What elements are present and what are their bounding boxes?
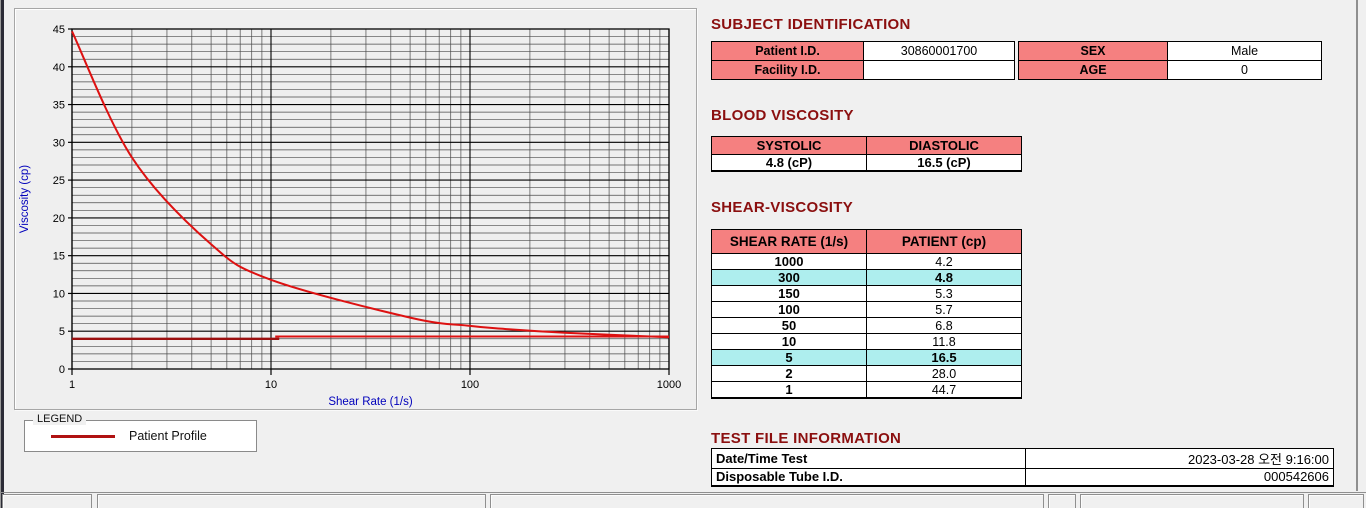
patient-id-label: Patient I.D. xyxy=(711,41,864,61)
shear-rate-cell: 300 xyxy=(711,269,867,286)
legend-line-sample xyxy=(51,435,115,438)
shear-rate-header: SHEAR RATE (1/s) xyxy=(711,229,867,254)
datetime-test-label: Date/Time Test xyxy=(711,448,1026,469)
legend-caption: LEGEND xyxy=(33,413,87,425)
svg-text:Shear Rate (1/s): Shear Rate (1/s) xyxy=(328,396,413,408)
subject-identification-tables: Patient I.D. 30860001700 Facility I.D. S… xyxy=(711,41,1322,80)
svg-text:10: 10 xyxy=(265,379,277,391)
test-file-information-title: TEST FILE INFORMATION xyxy=(711,430,902,447)
shear-viscosity-title: SHEAR-VISCOSITY xyxy=(711,199,854,216)
blood-viscosity-table: SYSTOLIC DIASTOLIC 4.8 (cP) 16.5 (cP) xyxy=(711,136,1022,172)
svg-text:45: 45 xyxy=(53,24,65,36)
svg-text:5: 5 xyxy=(59,326,65,338)
svg-text:0: 0 xyxy=(59,364,65,376)
svg-text:40: 40 xyxy=(53,62,65,74)
shear-row: 5 16.5 xyxy=(711,349,1022,366)
test-file-information-table: Date/Time Test 2023-03-28 오전 9:16:00 Dis… xyxy=(711,448,1334,487)
shear-rate-cell: 150 xyxy=(711,285,867,302)
status-pane xyxy=(490,494,1044,508)
patient-cp-header: PATIENT (cp) xyxy=(866,229,1022,254)
diastolic-header: DIASTOLIC xyxy=(866,136,1022,155)
patient-value-cell: 44.7 xyxy=(866,381,1022,399)
table-row: Facility I.D. xyxy=(711,60,1015,80)
window-left-edge xyxy=(0,0,1,508)
table-row: Date/Time Test 2023-03-28 오전 9:16:00 xyxy=(711,448,1334,469)
disposable-tube-id-label: Disposable Tube I.D. xyxy=(711,468,1026,486)
patient-value-cell: 4.8 xyxy=(866,269,1022,286)
systolic-value: 4.8 (cP) xyxy=(711,154,867,172)
table-header-row: SYSTOLIC DIASTOLIC xyxy=(711,136,1022,155)
facility-id-value xyxy=(863,60,1015,80)
shear-row: 50 6.8 xyxy=(711,317,1022,334)
shear-viscosity-table: SHEAR RATE (1/s) PATIENT (cp) 1000 4.2 30… xyxy=(711,229,1022,399)
shear-rate-cell: 1000 xyxy=(711,253,867,270)
status-pane xyxy=(97,494,486,508)
datetime-test-value: 2023-03-28 오전 9:16:00 xyxy=(1025,448,1334,469)
shear-rate-cell: 50 xyxy=(711,317,867,334)
shear-rate-cell: 100 xyxy=(711,301,867,318)
status-pane xyxy=(1308,494,1364,508)
table-row: 4.8 (cP) 16.5 (cP) xyxy=(711,154,1022,172)
patient-value-cell: 11.8 xyxy=(866,333,1022,350)
patient-value-cell: 16.5 xyxy=(866,349,1022,366)
shear-row: 300 4.8 xyxy=(711,269,1022,286)
table-row: Patient I.D. 30860001700 xyxy=(711,41,1015,61)
legend-item-label: Patient Profile xyxy=(129,429,207,443)
table-row: SEX Male xyxy=(1018,41,1322,61)
svg-text:35: 35 xyxy=(53,100,65,112)
svg-text:15: 15 xyxy=(53,251,65,263)
sex-value: Male xyxy=(1167,41,1322,61)
svg-text:30: 30 xyxy=(53,137,65,149)
shear-rate-cell: 2 xyxy=(711,365,867,382)
shear-row: 1000 4.2 xyxy=(711,253,1022,270)
shear-row: 1 44.7 xyxy=(711,381,1022,399)
patient-id-value: 30860001700 xyxy=(863,41,1015,61)
age-value: 0 xyxy=(1167,60,1322,80)
diastolic-value: 16.5 (cP) xyxy=(866,154,1022,172)
table-header-row: SHEAR RATE (1/s) PATIENT (cp) xyxy=(711,229,1022,254)
svg-text:10: 10 xyxy=(53,288,65,300)
patient-value-cell: 5.3 xyxy=(866,285,1022,302)
subject-demo-table: SEX Male AGE 0 xyxy=(1018,41,1322,80)
sex-label: SEX xyxy=(1018,41,1168,61)
patient-value-cell: 4.2 xyxy=(866,253,1022,270)
window-left-border xyxy=(1,0,4,508)
shear-rate-cell: 1 xyxy=(711,381,867,399)
facility-id-label: Facility I.D. xyxy=(711,60,864,80)
shear-row: 10 11.8 xyxy=(711,333,1022,350)
patient-value-cell: 6.8 xyxy=(866,317,1022,334)
status-pane xyxy=(2,494,92,508)
patient-value-cell: 28.0 xyxy=(866,365,1022,382)
table-row: Disposable Tube I.D. 000542606 xyxy=(711,468,1334,486)
status-pane xyxy=(1048,494,1076,508)
subject-identification-title: SUBJECT IDENTIFICATION xyxy=(711,16,911,33)
shear-rate-cell: 10 xyxy=(711,333,867,350)
svg-text:1000: 1000 xyxy=(657,379,681,391)
status-pane xyxy=(1080,494,1304,508)
shear-row: 100 5.7 xyxy=(711,301,1022,318)
shear-viscosity-chart: 0 5 10 15 20 25 30 35 40 45 1 10 100 1000 Shear Rate (… xyxy=(19,24,681,408)
svg-text:100: 100 xyxy=(461,379,479,391)
window-right-divider xyxy=(1356,0,1358,491)
svg-text:1: 1 xyxy=(69,379,75,391)
shear-row: 2 28.0 xyxy=(711,365,1022,382)
age-label: AGE xyxy=(1018,60,1168,80)
disposable-tube-id-value: 000542606 xyxy=(1025,468,1334,486)
svg-text:20: 20 xyxy=(53,213,65,225)
table-row: AGE 0 xyxy=(1018,60,1322,80)
systolic-header: SYSTOLIC xyxy=(711,136,867,155)
shear-rate-cell: 5 xyxy=(711,349,867,366)
patient-value-cell: 5.7 xyxy=(866,301,1022,318)
blood-viscosity-title: BLOOD VISCOSITY xyxy=(711,107,854,124)
shear-row: 150 5.3 xyxy=(711,285,1022,302)
svg-text:25: 25 xyxy=(53,175,65,187)
legend-groupbox: LEGEND Patient Profile xyxy=(24,413,257,452)
bottom-divider xyxy=(0,492,1366,493)
subject-id-table: Patient I.D. 30860001700 Facility I.D. xyxy=(711,41,1015,80)
svg-text:Viscosity (cp): Viscosity (cp) xyxy=(19,165,31,233)
viscosity-chart-panel: 0 5 10 15 20 25 30 35 40 45 1 10 100 1000 Shear Rate (… xyxy=(14,8,697,410)
